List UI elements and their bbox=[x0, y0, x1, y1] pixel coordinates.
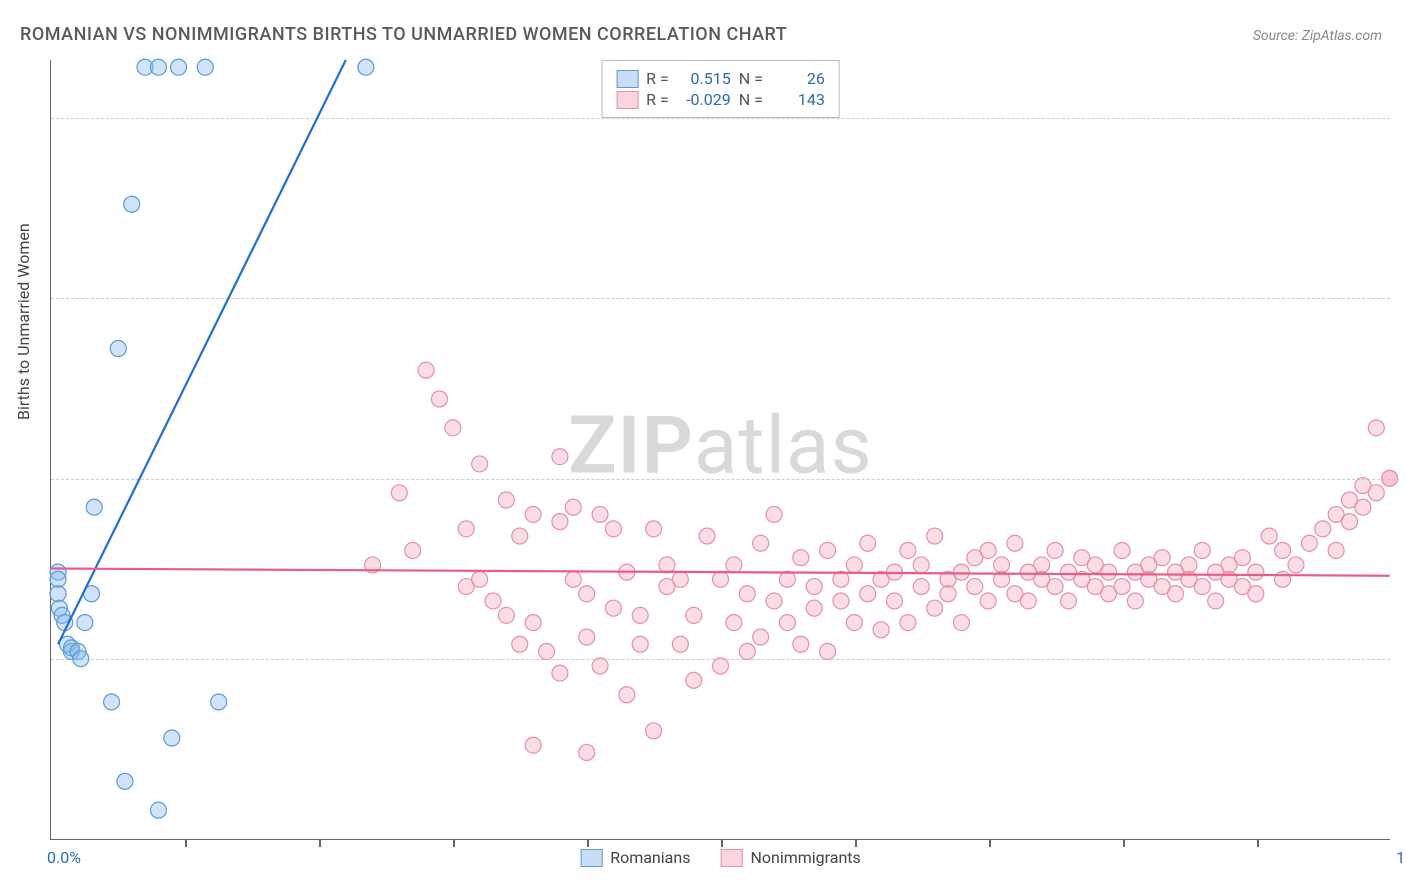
legend-label-1: Nonimmigrants bbox=[750, 848, 860, 867]
x-tick-right: 100.0% bbox=[1396, 848, 1406, 867]
x-tick-mark bbox=[185, 839, 187, 847]
stats-legend: R = 0.515 N = 26 R = -0.029 N = 143 bbox=[601, 60, 840, 118]
y-tick-label: 50.0% bbox=[1400, 469, 1406, 488]
y-tick-label: 75.0% bbox=[1400, 289, 1406, 308]
x-tick-mark bbox=[1257, 839, 1259, 847]
y-axis-label: Births to Unmarried Women bbox=[14, 223, 33, 420]
stat-n-val-0: 26 bbox=[771, 69, 825, 88]
bottom-legend: Romanians Nonimmigrants bbox=[580, 848, 861, 867]
stats-row-romanians: R = 0.515 N = 26 bbox=[616, 69, 825, 88]
chart-title: ROMANIAN VS NONIMMIGRANTS BIRTHS TO UNMA… bbox=[20, 24, 787, 45]
legend-item-nonimmigrants: Nonimmigrants bbox=[720, 848, 860, 867]
x-tick-mark bbox=[319, 839, 321, 847]
legend-label-0: Romanians bbox=[610, 848, 690, 867]
stat-n-label-1: N = bbox=[739, 90, 763, 109]
plot-area: ZIPatlas R = 0.515 N = 26 R = -0.029 N =… bbox=[50, 60, 1390, 840]
stat-n-label: N = bbox=[739, 69, 763, 88]
swatch-blue bbox=[616, 70, 638, 88]
stat-n-val-1: 143 bbox=[771, 90, 825, 109]
stats-row-nonimmigrants: R = -0.029 N = 143 bbox=[616, 90, 825, 109]
y-tick-label: 100.0% bbox=[1400, 108, 1406, 127]
x-tick-mark bbox=[453, 839, 455, 847]
legend-swatch-blue bbox=[580, 849, 602, 867]
x-tick-mark bbox=[855, 839, 857, 847]
legend-swatch-pink bbox=[720, 849, 742, 867]
swatch-pink bbox=[616, 91, 638, 109]
stat-r-val-1: -0.029 bbox=[677, 90, 731, 109]
stat-r-label-1: R = bbox=[646, 90, 669, 109]
x-tick-left: 0.0% bbox=[47, 848, 81, 867]
x-tick-mark bbox=[587, 839, 589, 847]
x-tick-mark bbox=[721, 839, 723, 847]
source-label: Source: ZipAtlas.com bbox=[1253, 28, 1382, 44]
x-tick-mark bbox=[1123, 839, 1125, 847]
stat-r-label: R = bbox=[646, 69, 669, 88]
stat-r-val-0: 0.515 bbox=[677, 69, 731, 88]
y-tick-label: 25.0% bbox=[1400, 650, 1406, 669]
x-tick-mark bbox=[989, 839, 991, 847]
legend-item-romanians: Romanians bbox=[580, 848, 690, 867]
chart-svg bbox=[51, 60, 1390, 839]
